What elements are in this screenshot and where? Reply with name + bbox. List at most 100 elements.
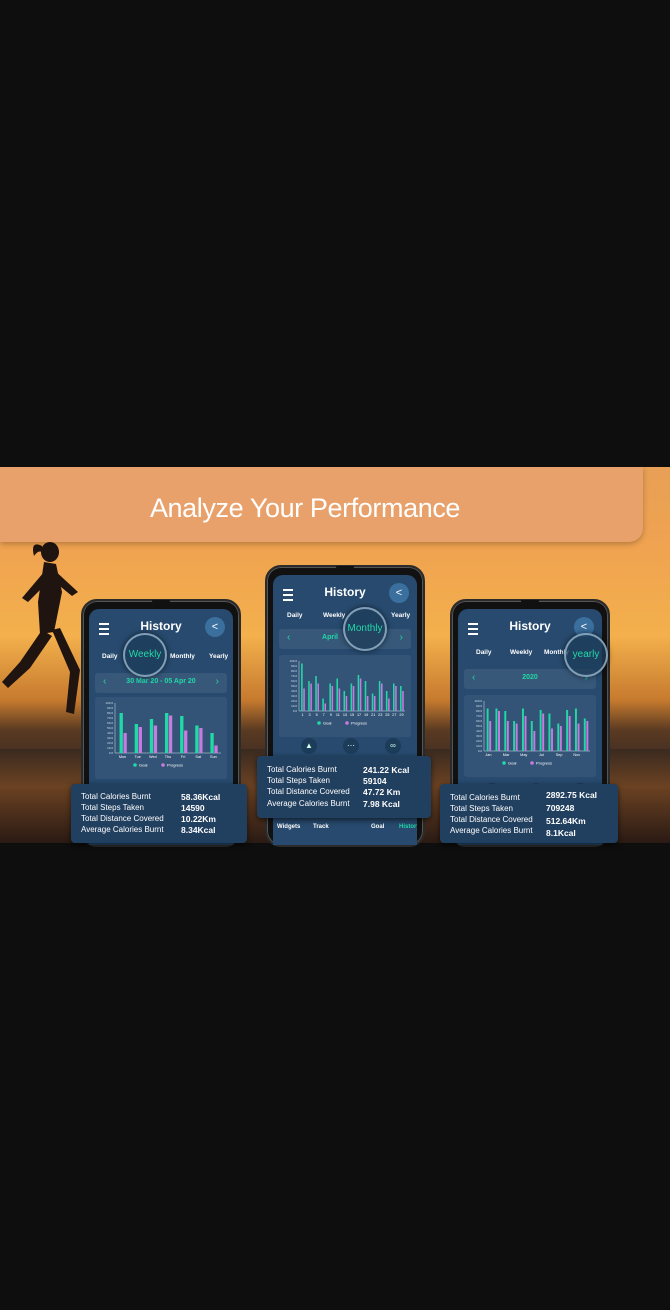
stat-label: Total Calories Burnt — [450, 793, 520, 802]
y-tick-label: 60.0 — [291, 679, 297, 683]
bar-progress — [524, 716, 527, 751]
bar-progress — [184, 730, 188, 753]
bar-progress — [402, 691, 404, 711]
bar-goal — [180, 716, 184, 753]
share-icon[interactable]: < — [574, 617, 594, 637]
stat-value: 14590 — [181, 803, 205, 813]
x-tick-label: Sun — [210, 755, 217, 759]
bar-goal — [392, 683, 395, 711]
bar-goal — [548, 713, 551, 751]
bar-goal — [329, 683, 331, 711]
stat-label: Total Steps Taken — [450, 804, 514, 813]
chevron-right-icon[interactable]: › — [584, 672, 588, 683]
hamburger-menu-icon[interactable] — [99, 623, 109, 635]
bar-goal — [343, 691, 346, 711]
phone-notch — [521, 600, 539, 608]
y-tick-label: 80.0 — [291, 669, 297, 673]
legend-label: Progress — [351, 720, 367, 725]
hamburger-menu-icon[interactable] — [283, 589, 293, 601]
screen-title: History — [509, 619, 551, 633]
chevron-left-icon[interactable]: ‹ — [287, 632, 291, 643]
chevron-right-icon[interactable]: › — [399, 632, 403, 643]
bar-progress — [345, 696, 348, 711]
tab-daily[interactable]: Daily — [476, 649, 492, 656]
tab-weekly[interactable]: Weekly — [323, 612, 346, 619]
fire-icon[interactable]: ▲ — [301, 738, 317, 754]
x-tick-label: 11 — [336, 713, 340, 717]
bar-progress — [338, 688, 341, 711]
weekly-tab-magnifier[interactable]: Weekly — [123, 633, 167, 677]
stats-card-monthly: Total Calories Burnt 241.22 Kcal Total St… — [257, 756, 431, 818]
runner-silhouette — [2, 542, 80, 714]
bar-progress — [359, 678, 362, 711]
bar-goal — [357, 675, 360, 711]
bar-chart: 100.0 90.0 80.0 70.0 60.0 50.0 40.0 30.0 20.0 10.… — [464, 695, 596, 777]
nav-track[interactable]: Track — [313, 824, 329, 830]
y-tick-label: 0.0 — [109, 751, 114, 755]
route-icon[interactable]: ∞ — [385, 738, 401, 754]
bar-goal — [364, 681, 367, 711]
y-tick-label: 90.0 — [291, 664, 297, 668]
stat-value: 8.34Kcal — [181, 825, 216, 835]
legend-label: Goal — [508, 760, 517, 765]
x-tick-label: Fri — [181, 755, 186, 759]
share-icon[interactable]: < — [205, 617, 225, 637]
footprints-icon[interactable]: ⋯ — [343, 738, 359, 754]
date-navigator: ‹ 30 Mar 20 - 05 Apr 20 › — [95, 673, 227, 693]
chart-svg: 100.090.080.070.060.050.040.030.020.010.… — [105, 701, 221, 767]
share-icon[interactable]: < — [389, 583, 409, 603]
chevron-right-icon[interactable]: › — [215, 676, 219, 687]
app-header: History < — [273, 583, 417, 607]
chevron-left-icon[interactable]: ‹ — [103, 676, 107, 687]
tab-daily[interactable]: Daily — [102, 653, 118, 660]
bar-progress — [214, 745, 218, 753]
nav-widgets[interactable]: Widgets — [277, 824, 301, 830]
bar-progress — [577, 723, 580, 751]
y-tick-label: 70.0 — [291, 674, 297, 678]
tab-yearly[interactable]: Yearly — [209, 653, 229, 660]
yearly-tab-magnifier[interactable]: yearly — [564, 633, 608, 677]
y-tick-label: 40.0 — [107, 731, 113, 735]
y-tick-label: 20.0 — [107, 741, 113, 745]
x-tick-label: 17 — [357, 713, 361, 717]
bar-goal — [210, 733, 214, 753]
x-tick-label: Mon — [119, 755, 126, 759]
legend-label: Progress — [167, 762, 183, 767]
y-tick-label: 20.0 — [476, 739, 482, 743]
bar-progress — [542, 713, 545, 751]
y-tick-label: 0.0 — [478, 749, 483, 753]
nav-history[interactable]: History — [399, 824, 417, 830]
tab-monthly[interactable]: Monthly — [544, 649, 569, 656]
title-bar: Analyze Your Performance — [0, 467, 643, 542]
tab-daily[interactable]: Daily — [287, 612, 303, 619]
stats-card-weekly: Total Calories Burnt 58.36Kcal Total Step… — [71, 784, 247, 843]
x-tick-label: Sat — [195, 755, 202, 759]
tab-weekly[interactable]: Weekly — [510, 649, 533, 656]
phone-notch — [152, 600, 170, 608]
nav-goal[interactable]: Goal — [371, 824, 385, 830]
bar-progress — [559, 726, 562, 751]
legend-swatch — [161, 763, 165, 767]
bar-progress — [489, 721, 492, 751]
x-tick-label: Wed — [149, 755, 157, 759]
bar-progress — [388, 698, 390, 711]
stat-label: Average Calories Burnt — [81, 825, 164, 834]
bar-progress — [586, 721, 589, 751]
bar-goal — [378, 681, 381, 711]
x-tick-label: 27 — [392, 713, 396, 717]
stat-label: Total Distance Covered — [450, 815, 533, 824]
stat-label: Total Steps Taken — [267, 776, 331, 785]
chart-svg: 100.090.080.070.060.050.040.030.020.010.… — [474, 699, 590, 765]
y-tick-label: 60.0 — [107, 721, 113, 725]
chevron-left-icon[interactable]: ‹ — [472, 672, 476, 683]
hamburger-menu-icon[interactable] — [468, 623, 478, 635]
period-tabs: Daily Monthly Yearly — [97, 653, 229, 669]
y-tick-label: 0.0 — [293, 709, 298, 713]
banner-title: Analyze Your Performance — [149, 493, 461, 523]
legend-swatch — [345, 721, 349, 725]
tab-monthly[interactable]: Monthly — [170, 653, 195, 660]
bar-goal — [530, 721, 533, 751]
tab-yearly[interactable]: Yearly — [391, 612, 411, 619]
monthly-tab-magnifier[interactable]: Monthly — [343, 607, 387, 651]
y-tick-label: 40.0 — [476, 729, 482, 733]
